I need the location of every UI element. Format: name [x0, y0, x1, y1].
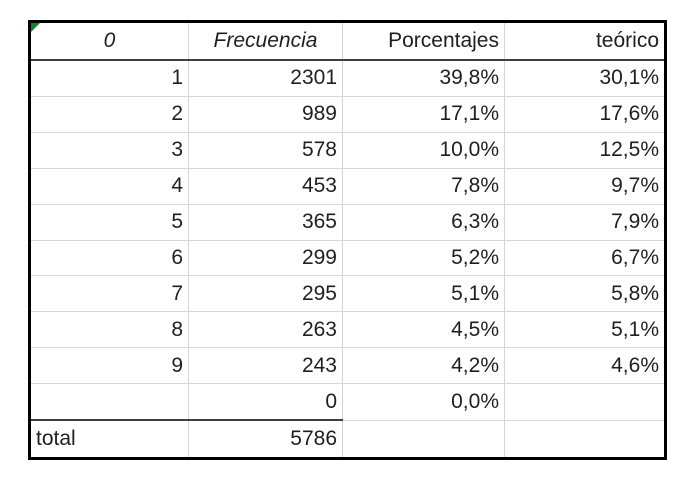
total-porcentaje-cell[interactable] [342, 419, 505, 460]
cell-porcentaje[interactable]: 10,0% [342, 131, 505, 169]
cell-digit[interactable]: 8 [29, 311, 189, 349]
cell-porcentaje[interactable]: 4,2% [342, 347, 505, 385]
spreadsheet-range: 0 Frecuencia Porcentajes teórico 1 2301 … [28, 20, 667, 460]
table-row: 4 453 7,8% 9,7% [29, 167, 666, 205]
header-cell-digit[interactable]: 0 [29, 20, 189, 61]
cell-porcentaje[interactable]: 6,3% [342, 203, 505, 241]
cell-frecuencia[interactable]: 989 [188, 95, 343, 133]
cell-teorico[interactable]: 6,7% [504, 239, 666, 277]
table-row: 8 263 4,5% 5,1% [29, 311, 666, 349]
cell-teorico[interactable]: 4,6% [504, 347, 666, 385]
cell-digit[interactable]: 2 [29, 95, 189, 133]
header-cell-frecuencia[interactable]: Frecuencia [188, 20, 343, 61]
table-row: 5 365 6,3% 7,9% [29, 203, 666, 241]
cell-digit[interactable]: 3 [29, 131, 189, 169]
cell-frecuencia[interactable]: 295 [188, 275, 343, 313]
table-row-zero: 0 0,0% [29, 383, 666, 421]
total-label-cell[interactable]: total [29, 419, 189, 460]
cell-teorico[interactable]: 9,7% [504, 167, 666, 205]
cell-porcentaje[interactable]: 17,1% [342, 95, 505, 133]
total-teorico-cell[interactable] [504, 419, 666, 460]
table-row: 7 295 5,1% 5,8% [29, 275, 666, 313]
cell-digit[interactable]: 7 [29, 275, 189, 313]
total-frecuencia-cell[interactable]: 5786 [188, 419, 343, 460]
cell-teorico[interactable]: 7,9% [504, 203, 666, 241]
table-row: 3 578 10,0% 12,5% [29, 131, 666, 169]
frequency-table: 0 Frecuencia Porcentajes teórico 1 2301 … [28, 20, 667, 460]
cell-teorico[interactable]: 17,6% [504, 95, 666, 133]
cell-digit[interactable] [29, 383, 189, 421]
cell-porcentaje[interactable]: 39,8% [342, 59, 505, 97]
cell-teorico[interactable] [504, 383, 666, 421]
cell-frecuencia[interactable]: 263 [188, 311, 343, 349]
cell-porcentaje[interactable]: 0,0% [342, 383, 505, 421]
header-cell-teorico[interactable]: teórico [504, 20, 666, 61]
cell-digit[interactable]: 9 [29, 347, 189, 385]
cell-digit[interactable]: 4 [29, 167, 189, 205]
cell-frecuencia[interactable]: 0 [188, 383, 343, 421]
cell-teorico[interactable]: 30,1% [504, 59, 666, 97]
header-cell-porcentajes[interactable]: Porcentajes [342, 20, 505, 61]
cell-error-indicator-icon [31, 23, 40, 32]
table-row: 2 989 17,1% 17,6% [29, 95, 666, 133]
cell-digit[interactable]: 1 [29, 59, 189, 97]
cell-frecuencia[interactable]: 453 [188, 167, 343, 205]
cell-digit[interactable]: 5 [29, 203, 189, 241]
total-row: total 5786 [29, 419, 666, 460]
cell-teorico[interactable]: 5,1% [504, 311, 666, 349]
cell-teorico[interactable]: 5,8% [504, 275, 666, 313]
cell-frecuencia[interactable]: 243 [188, 347, 343, 385]
table-row: 6 299 5,2% 6,7% [29, 239, 666, 277]
cell-frecuencia[interactable]: 365 [188, 203, 343, 241]
cell-teorico[interactable]: 12,5% [504, 131, 666, 169]
cell-frecuencia[interactable]: 299 [188, 239, 343, 277]
cell-digit[interactable]: 6 [29, 239, 189, 277]
cell-frecuencia[interactable]: 2301 [188, 59, 343, 97]
cell-porcentaje[interactable]: 4,5% [342, 311, 505, 349]
cell-frecuencia[interactable]: 578 [188, 131, 343, 169]
cell-porcentaje[interactable]: 5,1% [342, 275, 505, 313]
cell-porcentaje[interactable]: 7,8% [342, 167, 505, 205]
table-row: 9 243 4,2% 4,6% [29, 347, 666, 385]
header-row: 0 Frecuencia Porcentajes teórico [29, 20, 666, 61]
cell-porcentaje[interactable]: 5,2% [342, 239, 505, 277]
table-row: 1 2301 39,8% 30,1% [29, 59, 666, 97]
